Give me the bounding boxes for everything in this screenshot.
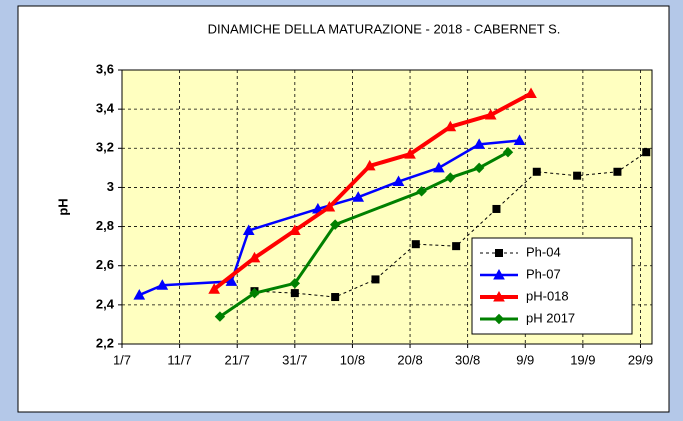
x-tick-label: 31/7: [282, 352, 307, 367]
marker: [484, 108, 497, 120]
y-tick-label: 2,6: [96, 257, 114, 272]
y-axis-label: pH: [55, 198, 70, 215]
marker: [352, 191, 365, 202]
marker: [492, 204, 501, 213]
marker: [532, 167, 541, 176]
marker: [452, 242, 461, 251]
x-tick-label: 11/7: [167, 352, 191, 367]
x-tick-label: 30/8: [455, 352, 480, 367]
series-line: [219, 150, 509, 318]
marker: [411, 240, 420, 249]
x-tick-label: 10/8: [340, 352, 365, 367]
marker: [133, 289, 146, 300]
marker: [392, 175, 405, 187]
legend-marker: [493, 268, 505, 280]
x-tick-label: 20/8: [397, 352, 422, 367]
legend-marker: [495, 249, 503, 257]
legend-label: Ph-07: [526, 266, 561, 281]
legend-marker: [493, 290, 505, 302]
legend-label: pH-018: [526, 288, 569, 303]
marker: [473, 162, 485, 174]
x-tick-label: 21/7: [225, 352, 250, 367]
marker: [404, 148, 416, 159]
marker: [156, 279, 169, 290]
marker: [432, 161, 445, 173]
marker: [323, 200, 336, 212]
marker: [208, 283, 221, 294]
marker: [371, 275, 380, 284]
marker: [329, 219, 341, 230]
marker: [444, 120, 457, 132]
y-tick-label: 2,8: [96, 218, 114, 233]
y-tick-label: 3: [107, 179, 114, 194]
marker: [288, 224, 301, 235]
marker: [573, 171, 582, 180]
x-tick-label: 19/9: [570, 352, 595, 367]
x-tick-label: 9/9: [516, 352, 534, 367]
marker: [363, 159, 376, 171]
legend-label: Ph-04: [526, 244, 561, 259]
marker: [289, 278, 301, 289]
marker: [473, 138, 486, 149]
x-tick-label: 29/9: [628, 352, 653, 367]
legend-label: pH 2017: [526, 310, 575, 325]
y-tick-label: 3,2: [96, 140, 114, 155]
y-tick-label: 2,2: [96, 335, 114, 350]
marker: [242, 224, 255, 235]
marker: [613, 167, 622, 176]
y-tick-label: 3,4: [96, 101, 115, 116]
legend-marker: [493, 313, 505, 325]
marker: [214, 311, 226, 322]
marker: [248, 251, 261, 263]
marker: [249, 287, 260, 299]
marker: [502, 146, 514, 158]
marker: [331, 293, 340, 302]
series-line: [138, 139, 520, 297]
marker: [290, 289, 299, 298]
y-tick-label: 3,6: [96, 61, 114, 76]
marker: [416, 186, 427, 197]
x-tick-label: 1/7: [113, 352, 131, 367]
marker: [642, 148, 651, 157]
chart-title: DINAMICHE DELLA MATURAZIONE - 2018 - CAB…: [208, 21, 561, 36]
legend: Ph-04 Ph-07 pH-018 pH 2017: [471, 237, 633, 335]
marker: [525, 87, 537, 98]
marker: [225, 275, 238, 286]
y-tick-label: 2,4: [96, 296, 115, 311]
marker: [445, 172, 456, 183]
marker: [513, 134, 526, 145]
